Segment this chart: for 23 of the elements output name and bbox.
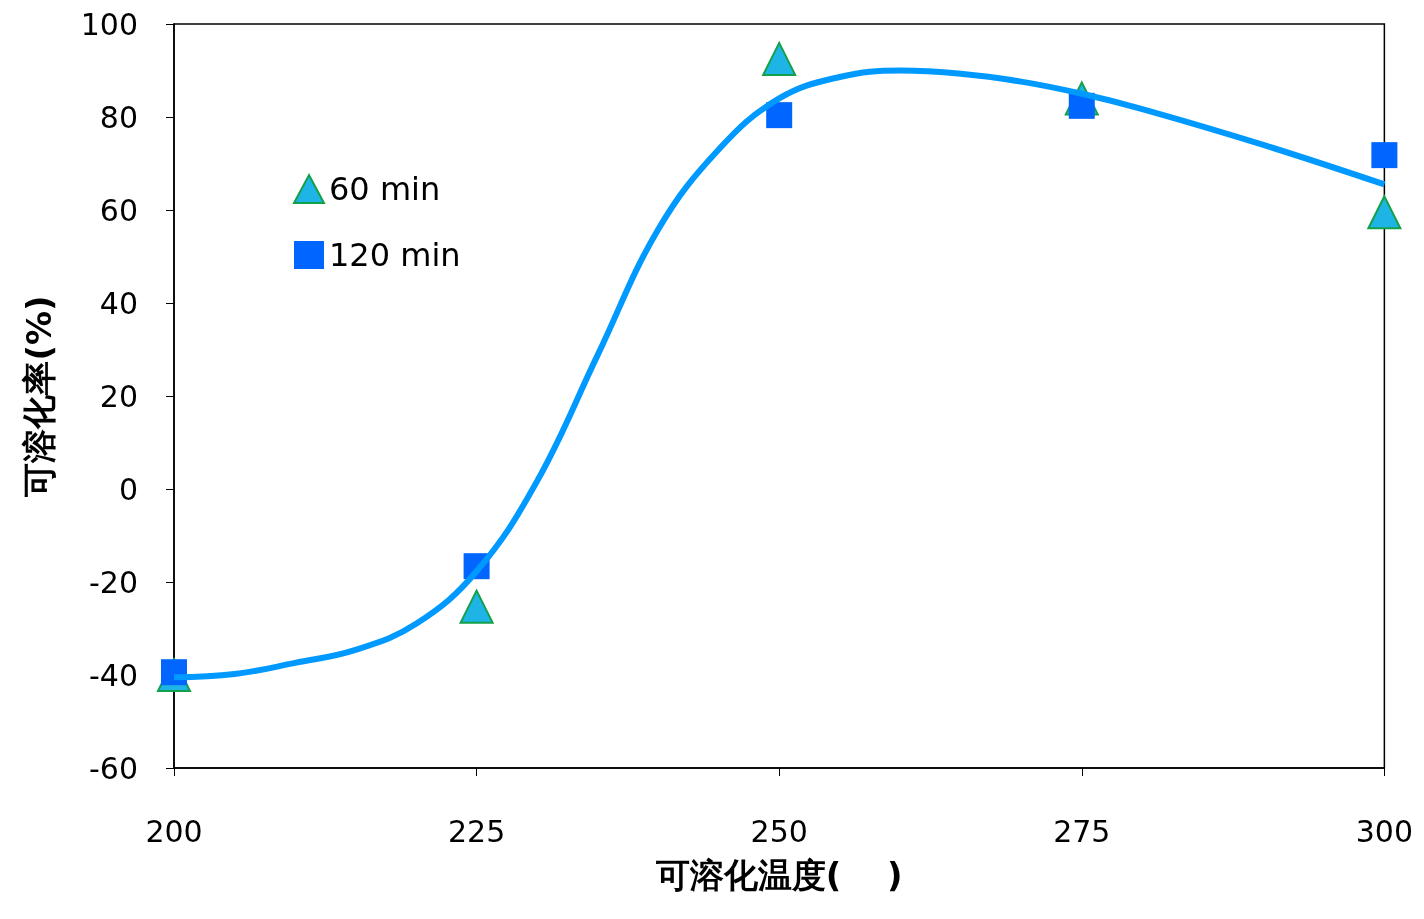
x-tick-label: 275 [1053, 813, 1111, 849]
point [766, 102, 793, 129]
point [1371, 142, 1398, 169]
y-tick-label: -60 [89, 750, 138, 786]
x-tick-label: 200 [145, 813, 203, 849]
legend-label: 120 min [329, 236, 461, 274]
y-tick-label: 80 [99, 99, 138, 135]
x-tick-label: 250 [750, 813, 808, 849]
y-tick-label: 60 [99, 192, 138, 228]
y-tick-label: 0 [118, 471, 138, 507]
point [762, 41, 797, 76]
y-tick-label: 40 [99, 285, 138, 321]
y-tick-label: 100 [80, 6, 138, 42]
y-tick-label: -40 [89, 657, 138, 693]
point [1367, 195, 1402, 230]
legend-label: 60 min [329, 170, 441, 208]
x-axis-title: 可溶化温度( ) [654, 855, 903, 895]
x-tick-label: 300 [1355, 813, 1413, 849]
y-axis-title: 可溶化率(%) [19, 295, 59, 498]
point [459, 589, 494, 624]
y-tick-label: 20 [99, 378, 138, 414]
y-tick-label: -20 [89, 564, 138, 600]
x-tick-label: 225 [447, 813, 506, 849]
